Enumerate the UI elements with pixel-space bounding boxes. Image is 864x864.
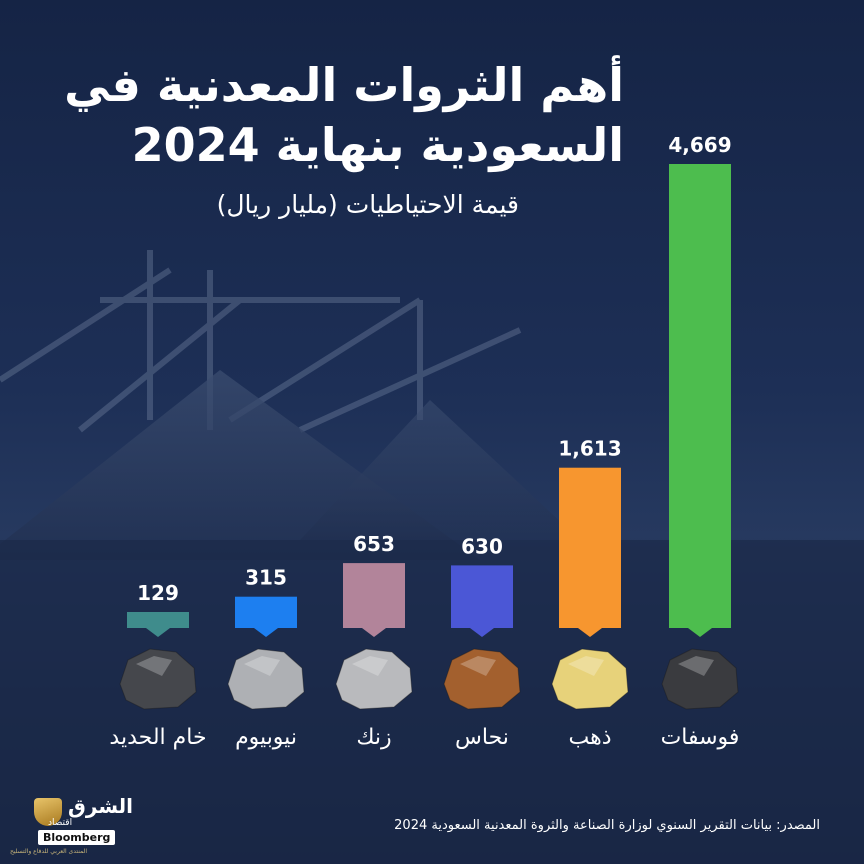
- bar-3: [343, 563, 405, 628]
- bar-value-label-5: 129: [137, 581, 179, 605]
- bar-2: [451, 565, 513, 628]
- category-label-4: نيوبيوم: [235, 725, 297, 750]
- bar-value-label-0: 4,669: [668, 133, 731, 157]
- category-label-1: ذهب: [568, 725, 611, 750]
- bar-4: [235, 596, 297, 628]
- bar-value-label-3: 653: [353, 532, 395, 556]
- bar-pointer-4: [254, 628, 278, 637]
- mineral-rock-highlight-3: [352, 656, 388, 676]
- brand-logo: الشرق اقتصاد Bloomberg المنتدى العربي لل…: [8, 790, 133, 855]
- bar-1: [559, 467, 621, 628]
- bar-pointer-2: [470, 628, 494, 637]
- bar-value-label-2: 630: [461, 534, 503, 558]
- shield-emblem-icon: [34, 798, 62, 826]
- logo-sub: اقتصاد: [48, 818, 73, 828]
- category-label-3: زنك: [356, 725, 391, 750]
- mineral-rock-highlight-4: [244, 656, 280, 676]
- source-note: المصدر: بيانات التقرير السنوي لوزارة الص…: [394, 818, 820, 833]
- mineral-rock-highlight-2: [460, 656, 496, 676]
- bar-0: [669, 164, 731, 628]
- gravel-pile-center: [300, 400, 580, 540]
- bar-value-label-1: 1,613: [558, 437, 621, 461]
- category-label-2: نحاس: [455, 725, 509, 750]
- bar-pointer-5: [146, 628, 170, 637]
- logo-tagline: المنتدى العربي للدفاع والتسليح: [10, 848, 87, 855]
- mineral-rock-icon-4: [227, 648, 305, 710]
- category-label-0: فوسفات: [661, 725, 740, 750]
- logo-bloomberg: Bloomberg: [38, 830, 116, 845]
- subtitle: قيمة الاحتياطيات (مليار ريال): [216, 190, 519, 219]
- mineral-rock-icon-3: [335, 648, 413, 710]
- title-line-1: أهم الثروات المعدنية في: [64, 58, 624, 112]
- mineral-rock-icon-1: [551, 648, 629, 710]
- conveyor-structures: [0, 250, 522, 433]
- logo-name: الشرق: [68, 794, 134, 818]
- bar-pointer-1: [578, 628, 602, 637]
- mineral-rock-icon-5: [119, 648, 197, 710]
- title-line-2: السعودية بنهاية 2024: [131, 118, 624, 172]
- mineral-rock-highlight-5: [136, 656, 172, 676]
- mineral-rock-highlight-0: [678, 656, 714, 676]
- category-label-5: خام الحديد: [109, 725, 206, 750]
- mineral-rock-icon-0: [661, 648, 739, 710]
- bar-pointer-0: [688, 628, 712, 637]
- mineral-rock-icon-2: [443, 648, 521, 710]
- bar-value-label-4: 315: [245, 566, 287, 590]
- bar-5: [127, 612, 189, 628]
- mineral-rock-highlight-1: [568, 656, 604, 676]
- bar-pointer-3: [362, 628, 386, 637]
